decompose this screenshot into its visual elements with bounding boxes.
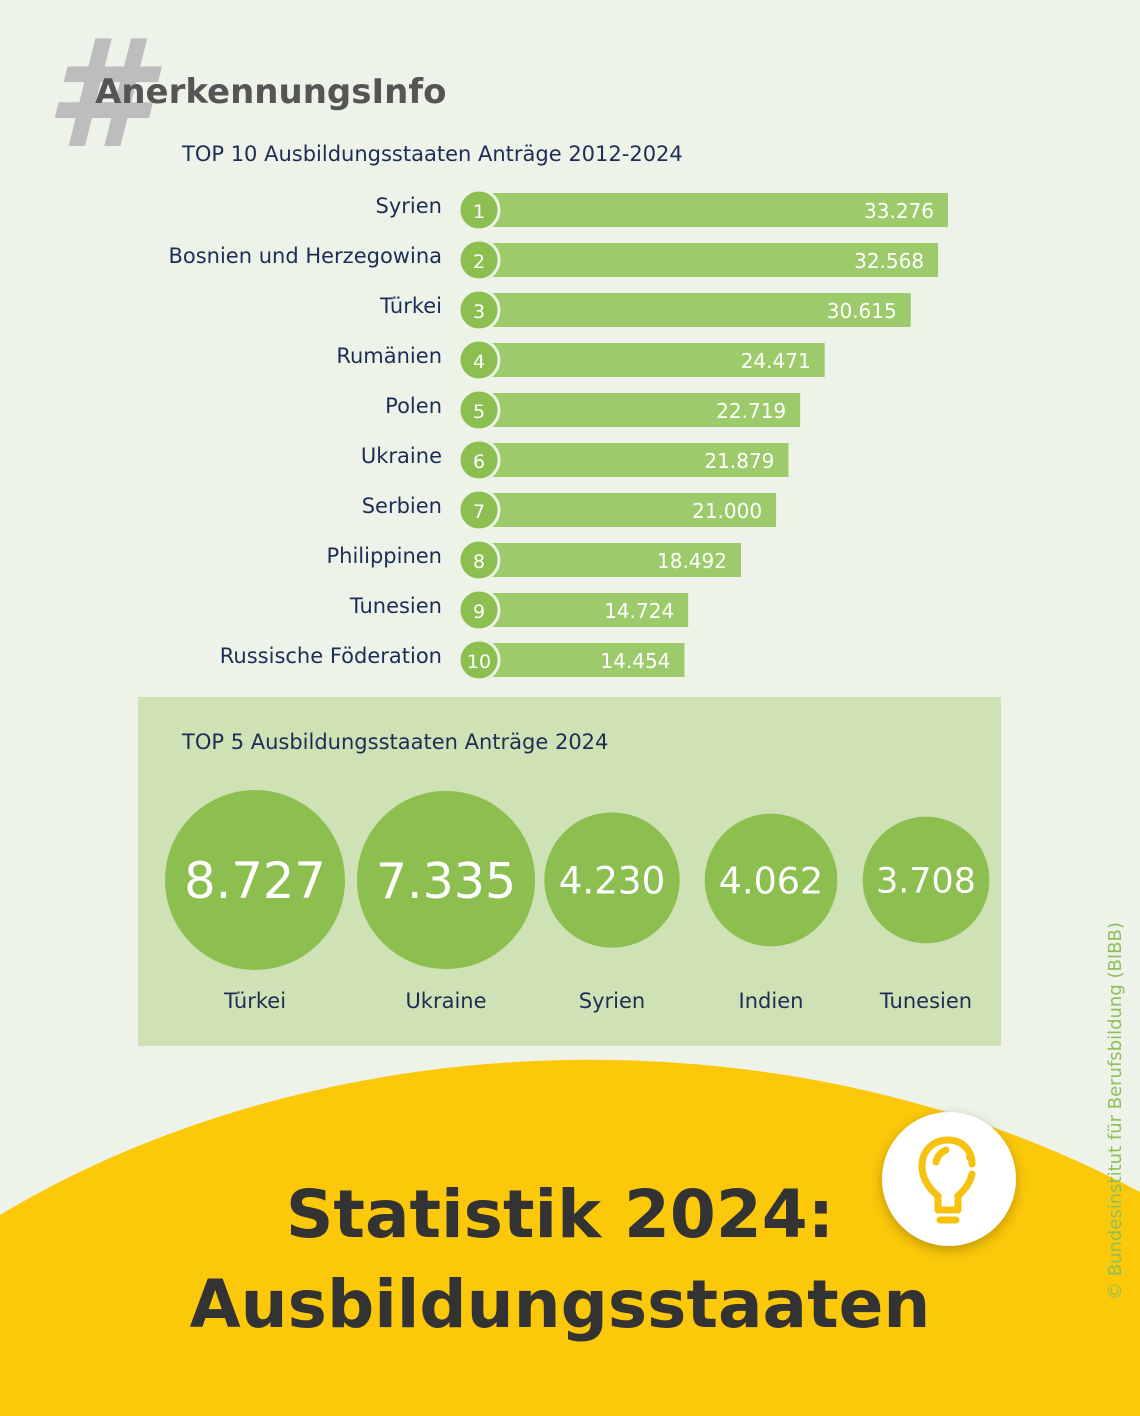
rank-circle bbox=[457, 238, 501, 282]
bar bbox=[482, 543, 741, 577]
category-label: Serbien bbox=[362, 494, 442, 518]
bar bbox=[482, 643, 685, 677]
lightbulb-icon bbox=[918, 1136, 976, 1224]
bubble-value: 3.708 bbox=[876, 862, 976, 902]
bar bbox=[482, 343, 825, 377]
value-label: 14.724 bbox=[604, 599, 674, 623]
bubble-value: 4.062 bbox=[719, 859, 823, 902]
bubble bbox=[862, 816, 990, 944]
bar bbox=[482, 193, 948, 227]
bubble-category: Tunesien bbox=[879, 989, 972, 1013]
category-label: Tunesien bbox=[349, 594, 442, 618]
category-label: Philippinen bbox=[326, 544, 442, 568]
top10-bar-chart: 1 Syrien 33.276 2 Bosnien und Herzegowina 32.… bbox=[168, 188, 948, 682]
rank-label: 10 bbox=[467, 651, 491, 673]
bubble-category: Indien bbox=[739, 989, 804, 1013]
bar bbox=[482, 493, 777, 527]
bar bbox=[482, 443, 789, 477]
value-label: 21.000 bbox=[692, 499, 762, 523]
rank-label: 3 bbox=[473, 301, 485, 323]
footer-title: Statistik 2024: Ausbildungsstaaten bbox=[0, 1170, 1140, 1350]
value-label: 24.471 bbox=[741, 349, 811, 373]
bubble bbox=[544, 812, 680, 948]
bubble bbox=[356, 790, 536, 970]
category-label: Syrien bbox=[376, 194, 442, 218]
copyright: © Bundesinstitut für Berufsbildung (BIBB… bbox=[1105, 922, 1126, 1300]
bubble-category: Syrien bbox=[579, 989, 645, 1013]
bar bbox=[482, 393, 801, 427]
rank-circle bbox=[457, 338, 501, 382]
value-label: 14.454 bbox=[600, 649, 670, 673]
bubble bbox=[704, 813, 838, 947]
rank-circle bbox=[457, 388, 501, 432]
bubble-value: 4.230 bbox=[559, 859, 666, 903]
rank-circle bbox=[457, 438, 501, 482]
brand-title: AnerkennungsInfo bbox=[95, 72, 447, 112]
value-label: 30.615 bbox=[827, 299, 897, 323]
hash-logo: # bbox=[45, 8, 150, 182]
title-line-2: Ausbildungsstaaten bbox=[189, 1266, 931, 1343]
top5-bubble-chart: 8.727 Türkei 7.335 Ukraine 4.230 Syrien 4.062 I… bbox=[165, 790, 990, 1013]
rank-circle bbox=[457, 488, 501, 532]
rank-circle bbox=[457, 588, 501, 632]
lightbulb-badge bbox=[882, 1112, 1016, 1246]
bubble-category: Ukraine bbox=[405, 989, 486, 1013]
rank-label: 2 bbox=[473, 251, 485, 273]
rank-label: 8 bbox=[473, 551, 485, 573]
rank-circle bbox=[457, 288, 501, 332]
rank-label: 7 bbox=[473, 501, 485, 523]
bar bbox=[482, 293, 911, 327]
value-label: 21.879 bbox=[704, 449, 774, 473]
rank-circle bbox=[457, 538, 501, 582]
top5-title: TOP 5 Ausbildungsstaaten Anträge 2024 bbox=[182, 730, 609, 754]
category-label: Türkei bbox=[379, 294, 442, 318]
bubble bbox=[165, 790, 345, 970]
title-line-1: Statistik 2024: bbox=[285, 1176, 835, 1253]
rank-label: 9 bbox=[473, 601, 485, 623]
top10-title: TOP 10 Ausbildungsstaaten Anträge 2012-2… bbox=[182, 142, 683, 166]
bar bbox=[482, 243, 939, 277]
rank-circle bbox=[457, 188, 501, 232]
value-label: 32.568 bbox=[854, 249, 924, 273]
category-label: Rumänien bbox=[336, 344, 442, 368]
bubble-value: 7.335 bbox=[376, 853, 516, 910]
rank-label: 6 bbox=[473, 451, 485, 473]
bar bbox=[482, 593, 689, 627]
bubble-category: Türkei bbox=[223, 989, 286, 1013]
bubble-value: 8.727 bbox=[184, 852, 326, 910]
rank-circle bbox=[457, 638, 501, 682]
category-label: Russische Föderation bbox=[220, 644, 442, 668]
category-label: Polen bbox=[385, 394, 442, 418]
rank-label: 4 bbox=[473, 351, 485, 373]
rank-label: 1 bbox=[473, 201, 485, 223]
value-label: 22.719 bbox=[716, 399, 786, 423]
category-label: Ukraine bbox=[361, 444, 442, 468]
value-label: 18.492 bbox=[657, 549, 727, 573]
value-label: 33.276 bbox=[864, 199, 934, 223]
rank-label: 5 bbox=[473, 401, 485, 423]
category-label: Bosnien und Herzegowina bbox=[168, 244, 442, 268]
